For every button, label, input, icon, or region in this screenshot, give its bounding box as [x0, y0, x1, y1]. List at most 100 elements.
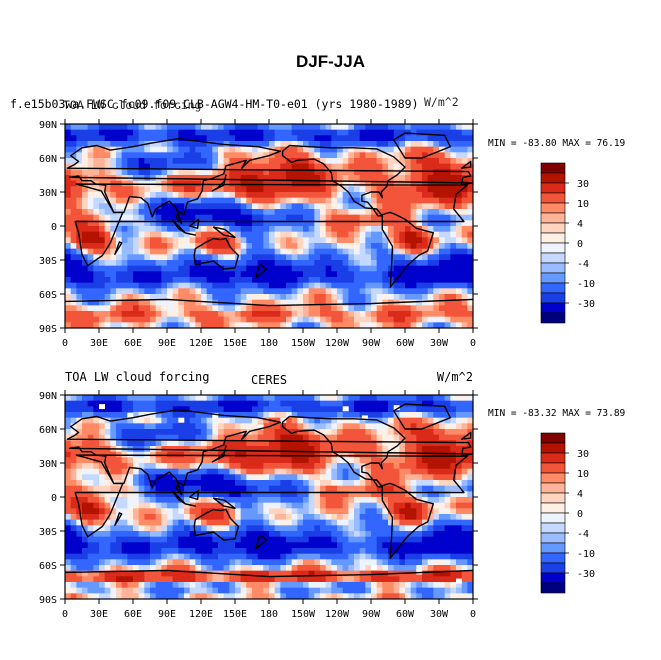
colorbar-swatch — [540, 272, 566, 284]
field-cell — [87, 243, 94, 250]
field-cell — [456, 186, 463, 193]
field-cell — [104, 553, 111, 560]
field-cell — [70, 192, 77, 199]
field-cell — [342, 417, 349, 424]
field-cell — [65, 406, 72, 413]
field-cell — [303, 237, 310, 244]
field-cell — [291, 400, 298, 407]
field-cell — [337, 135, 344, 142]
field-cell — [342, 559, 349, 566]
field-cell — [444, 141, 451, 148]
field-cell — [65, 440, 72, 447]
field-cell — [450, 474, 457, 481]
field-cell — [450, 135, 457, 142]
field-cell — [303, 163, 310, 170]
field-cell — [444, 316, 451, 323]
field-cell — [116, 570, 123, 577]
field-cell — [354, 180, 361, 187]
field-cell — [393, 305, 400, 312]
field-cell — [427, 451, 434, 458]
field-cell — [286, 271, 293, 278]
field-cell — [461, 254, 468, 261]
field-cell — [229, 525, 236, 532]
field-cell — [461, 463, 468, 470]
field-cell — [348, 209, 355, 216]
field-cell — [376, 152, 383, 159]
field-cell — [87, 220, 94, 227]
field-cell — [195, 434, 202, 441]
field-cell — [223, 514, 230, 521]
field-cell — [144, 519, 151, 526]
field-cell — [433, 316, 440, 323]
field-cell — [212, 542, 219, 549]
field-cell — [172, 559, 179, 566]
field-cell — [365, 294, 372, 301]
map-panel-2: 0 30E 60E 90E 120E 150E 180 150W 120W 90W 60W 30W 09… — [39, 370, 626, 620]
field-cell — [257, 180, 264, 187]
coastline — [188, 218, 200, 230]
field-cell — [342, 220, 349, 227]
field-cell — [184, 559, 191, 566]
field-cell — [269, 531, 276, 538]
field-cell — [161, 553, 168, 560]
field-cell — [433, 531, 440, 538]
field-cell — [274, 220, 281, 227]
field-cell — [427, 180, 434, 187]
field-cell — [240, 175, 247, 182]
field-cell — [82, 288, 89, 295]
field-cell — [461, 248, 468, 255]
field-cell — [155, 271, 162, 278]
field-cell — [291, 316, 298, 323]
colorbar-swatch — [540, 212, 566, 224]
field-cell — [354, 451, 361, 458]
field-cell — [416, 203, 423, 210]
field-cell — [133, 316, 140, 323]
field-cell — [76, 480, 83, 487]
field-cell — [280, 451, 287, 458]
field-cell — [416, 406, 423, 413]
field-cell — [410, 175, 417, 182]
field-cell — [450, 277, 457, 284]
field-cell — [427, 299, 434, 306]
field-cell — [382, 282, 389, 289]
field-cell — [291, 220, 298, 227]
field-cell — [70, 237, 77, 244]
field-cell — [138, 531, 145, 538]
field-cell — [416, 135, 423, 142]
field-cell — [422, 406, 429, 413]
field-cell — [359, 491, 366, 498]
field-cell — [342, 271, 349, 278]
field-cell — [365, 124, 372, 131]
field-cell — [218, 491, 225, 498]
coastline — [254, 263, 268, 279]
field-cell — [172, 237, 179, 244]
field-cell — [127, 271, 134, 278]
field-cell — [235, 271, 242, 278]
field-cell — [399, 141, 406, 148]
field-cell — [189, 508, 196, 515]
field-cell — [65, 197, 72, 204]
field-cell — [235, 417, 242, 424]
field-cell — [269, 175, 276, 182]
field-cell — [365, 463, 372, 470]
field-cell — [399, 163, 406, 170]
field-cell — [212, 480, 219, 487]
field-cell — [76, 220, 83, 227]
field-cell — [246, 141, 253, 148]
field-cell — [393, 192, 400, 199]
field-cell — [76, 485, 83, 492]
field-cell — [201, 265, 208, 272]
field-cell — [405, 542, 412, 549]
field-cell — [303, 508, 310, 515]
field-cell — [121, 220, 128, 227]
field-cell — [274, 214, 281, 221]
field-cell — [461, 565, 468, 572]
field-cell — [138, 423, 145, 430]
field-cell — [223, 440, 230, 447]
field-cell — [359, 508, 366, 515]
field-cell — [257, 559, 264, 566]
field-cell — [439, 451, 446, 458]
field-cell — [376, 519, 383, 526]
field-cell — [450, 214, 457, 221]
field-cell — [348, 163, 355, 170]
